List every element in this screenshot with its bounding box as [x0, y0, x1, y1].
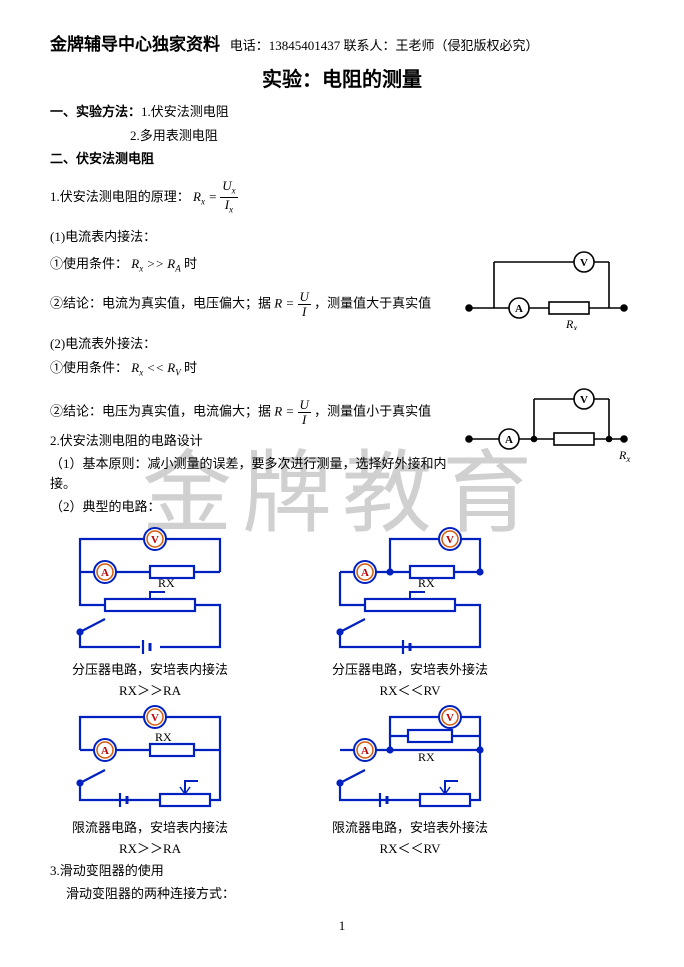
circuit-2: V A RX 分压器电路，安培表外接法 RX＜＜RV	[310, 527, 510, 699]
R1: R	[274, 296, 282, 311]
c3-cap2: RX＞＞RA	[50, 838, 250, 857]
org-name: 金牌辅导中心独家资料	[50, 35, 220, 54]
frac-UI-2: U I	[298, 398, 311, 427]
svg-text:RX: RX	[418, 576, 435, 590]
sec1-label: 一、实验方法：	[50, 104, 141, 119]
svg-text:V: V	[446, 712, 454, 724]
RA1: RA	[167, 256, 180, 271]
svg-text:RX: RX	[158, 576, 175, 590]
svg-text:A: A	[505, 434, 513, 446]
RV2: RV	[167, 360, 180, 375]
eq-sign: =	[208, 189, 217, 204]
eq2: =	[285, 403, 294, 418]
circuit-4: V A RX 限流器电路，安培表外接法 RX＜＜RV	[310, 705, 510, 857]
svg-text:RX: RX	[418, 750, 435, 764]
conc-post1: ，测量值大于真实值	[314, 296, 431, 311]
p12-conc: ②结论：电压为真实值，电流偏大；据 R = U I ，测量值小于真实值	[50, 398, 464, 427]
cond-pre2: ①使用条件：	[50, 360, 128, 375]
p2: 2.伏安法测电阻的电路设计	[50, 431, 464, 451]
c3-cap1: 限流器电路，安培表内接法	[50, 817, 250, 836]
cond-post2: 时	[184, 360, 197, 375]
method2: 2.多用表测电阻	[50, 126, 634, 146]
conc-post2: ，测量值小于真实值	[314, 403, 431, 418]
svg-text:A: A	[101, 745, 109, 757]
c2-cap2: RX＜＜RV	[310, 680, 510, 699]
p12-cond: ①使用条件： Rx << RV 时	[50, 358, 634, 380]
circuit-1: V A RX 分压器电路，安培表内接法 RX＞＞RA	[50, 527, 250, 699]
conc-pre1: ②结论：电流为真实值，电压偏大；据	[50, 296, 271, 311]
Rx2: Rx	[131, 360, 143, 375]
p22: （2）典型的电路：	[50, 497, 464, 517]
svg-text:A: A	[515, 303, 523, 315]
svg-text:V: V	[446, 534, 454, 546]
phone-label: 电话：	[230, 38, 269, 53]
c1-cap2: RX＞＞RA	[50, 680, 250, 699]
svg-text:V: V	[580, 257, 588, 269]
gg: >>	[146, 256, 167, 271]
svg-text:Rx: Rx	[618, 448, 630, 464]
svg-text:V: V	[151, 534, 159, 546]
c2-cap1: 分压器电路，安培表外接法	[310, 659, 510, 678]
svg-text:RX: RX	[155, 730, 172, 744]
header: 金牌辅导中心独家资料 电话：13845401437 联系人：王老师（侵犯版权必究…	[50, 30, 634, 55]
conc-pre2: ②结论：电压为真实值，电流偏大；据	[50, 403, 271, 418]
svg-text:A: A	[361, 567, 369, 579]
frac-UxIx: Ux Ix	[220, 179, 237, 217]
doc-title: 实验：电阻的测量	[50, 63, 634, 92]
small-diagram-inner: V A Rx	[464, 250, 634, 330]
ll: <<	[146, 360, 167, 375]
Rx-eq: Rx	[193, 189, 205, 204]
cond-post1: 时	[184, 256, 197, 271]
p11: (1)电流表内接法：	[50, 227, 634, 247]
contact: 王老师（侵犯版权必究）	[396, 38, 539, 53]
p11-cond: ①使用条件： Rx >> RA 时	[50, 254, 464, 276]
phone: 13845401437	[269, 38, 341, 53]
small-diagram-outer: V A Rx	[464, 384, 634, 464]
method1: 1.伏安法测电阻	[141, 104, 229, 119]
circuits-row1: V A RX 分压器电路，安培表内接法 RX＞＞RA	[50, 527, 634, 699]
c4-cap1: 限流器电路，安培表外接法	[310, 817, 510, 836]
frac-UI-1: U I	[298, 290, 311, 319]
p3: 3.滑动变阻器的使用	[50, 861, 634, 881]
Rx1: Rx	[131, 256, 143, 271]
R2: R	[274, 403, 282, 418]
eq1: =	[285, 296, 294, 311]
cond-pre1: ①使用条件：	[50, 256, 128, 271]
svg-text:V: V	[580, 394, 588, 406]
p12: (2)电流表外接法：	[50, 334, 634, 354]
sec1-head: 一、实验方法：1.伏安法测电阻	[50, 102, 634, 122]
contact-label: 联系人：	[344, 38, 396, 53]
svg-text:A: A	[361, 745, 369, 757]
circuit-3: V A RX 限流器电路，安培表内接法 RX＞＞RA	[50, 705, 250, 857]
p21: （1）基本原则：减小测量的误差，要多次进行测量，选择好外接和内接。	[50, 454, 464, 493]
page-number: 1	[50, 918, 634, 934]
principle-text: 1.伏安法测电阻的原理：	[50, 189, 190, 204]
svg-text:Rx: Rx	[565, 317, 577, 330]
c4-cap2: RX＜＜RV	[310, 838, 510, 857]
sec2-head: 二、伏安法测电阻	[50, 149, 634, 169]
p11-conc: ②结论：电流为真实值，电压偏大；据 R = U I ，测量值大于真实值	[50, 290, 464, 319]
svg-text:V: V	[151, 712, 159, 724]
p3-sub: 滑动变阻器的两种连接方式：	[50, 884, 634, 904]
circuits-row2: V A RX 限流器电路，安培表内接法 RX＞＞RA	[50, 705, 634, 857]
svg-text:A: A	[101, 567, 109, 579]
principle: 1.伏安法测电阻的原理： Rx = Ux Ix	[50, 179, 634, 217]
c1-cap1: 分压器电路，安培表内接法	[50, 659, 250, 678]
